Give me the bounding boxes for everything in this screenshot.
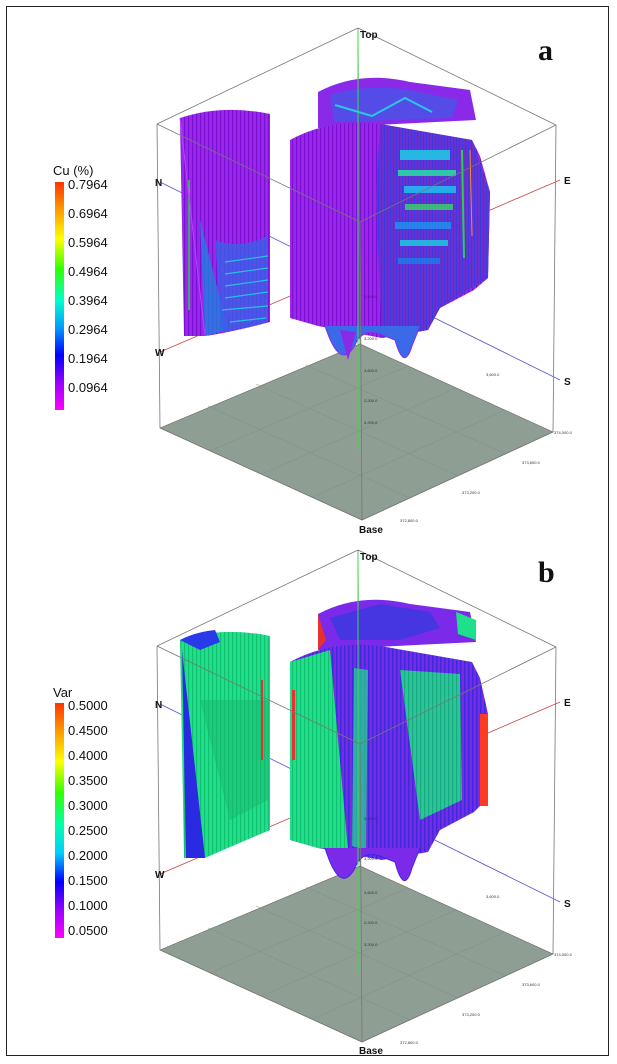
left-orebody	[179, 109, 270, 337]
direction-north: N	[155, 178, 162, 189]
coord-label: 373,600.0	[522, 982, 541, 987]
colorbar-tick: 0.1964	[68, 351, 108, 366]
panel-label: a	[538, 34, 553, 67]
colorbar-tick: 0.3000	[68, 798, 108, 813]
colorbar-tick: 0.2964	[68, 322, 108, 337]
direction-south: S	[564, 377, 571, 388]
direction-top: Top	[360, 552, 378, 563]
colorbar-tick: 0.2000	[68, 848, 108, 863]
coord-label: 372,800.0	[400, 518, 419, 523]
colorbar-tick: 0.2500	[68, 823, 108, 838]
colorbar-tick: 0.1500	[68, 873, 108, 888]
colorbar-tick: 0.5964	[68, 235, 108, 250]
colorbar-tick: 0.0500	[68, 923, 108, 938]
direction-west: W	[155, 870, 165, 881]
direction-east: E	[564, 698, 571, 709]
main-orebody	[290, 77, 490, 360]
coord-label: 3,600.0	[364, 890, 378, 895]
coord-label: 3,600.0	[364, 368, 378, 373]
colorbar-b	[55, 703, 64, 938]
direction-top: Top	[360, 30, 378, 41]
coord-label: 372,800.0	[400, 1040, 419, 1045]
panel-a: Cu (%) 0.7964 0.6964 0.5964 0.4964 0.396…	[53, 27, 573, 536]
floor-grid	[207, 364, 507, 499]
direction-base: Base	[359, 525, 383, 536]
coord-label: 3,200.0	[364, 294, 378, 299]
main-orebody	[290, 599, 488, 881]
left-orebody	[180, 630, 270, 858]
colorbar-tick: 0.4964	[68, 264, 108, 279]
coord-label: 3,200.0	[364, 336, 378, 341]
floor-grid	[207, 886, 507, 1021]
coord-label: 373,200.0	[462, 1012, 481, 1017]
colorbar-tick: 0.4000	[68, 748, 108, 763]
colorbar-tick: 0.6964	[68, 206, 108, 221]
direction-east: E	[564, 176, 571, 187]
coord-label: 373,200.0	[462, 490, 481, 495]
direction-south: S	[564, 899, 571, 910]
coord-label: 3,600.0	[486, 372, 500, 377]
colorbar-tick: 0.1000	[68, 898, 108, 913]
coord-label: 3,200.0	[364, 816, 378, 821]
direction-base: Base	[359, 1046, 383, 1057]
bounding-box-front	[156, 123, 557, 521]
colorbar-title: Cu (%)	[53, 163, 93, 178]
coord-label: 2,200.0	[364, 920, 378, 925]
colorbar-tick: 0.3500	[68, 773, 108, 788]
coord-label: 2,200.0	[364, 398, 378, 403]
colorbar-a	[55, 182, 64, 410]
coord-label: 374,000.0	[554, 952, 573, 957]
coord-label: 3,200.0	[364, 942, 378, 947]
direction-west: W	[155, 348, 165, 359]
colorbar-tick: 0.3964	[68, 293, 108, 308]
colorbar-title: Var	[53, 685, 73, 700]
panel-label: b	[538, 556, 555, 589]
coord-label: 3,200.0	[364, 856, 378, 861]
coord-label: 3,600.0	[486, 894, 500, 899]
direction-north: N	[155, 700, 162, 711]
coord-label: 3,200.0	[364, 420, 378, 425]
colorbar-tick: 0.7964	[68, 177, 108, 192]
coord-label: 373,600.0	[522, 460, 541, 465]
colorbar-tick: 0.4500	[68, 723, 108, 738]
colorbar-tick: 0.0964	[68, 380, 108, 395]
coord-label: 374,000.0	[554, 430, 573, 435]
bounding-box-front	[156, 645, 557, 1043]
colorbar-tick: 0.5000	[68, 698, 108, 713]
panel-b: Var 0.5000 0.4500 0.4000 0.3500 0.3000 0…	[53, 549, 573, 1057]
